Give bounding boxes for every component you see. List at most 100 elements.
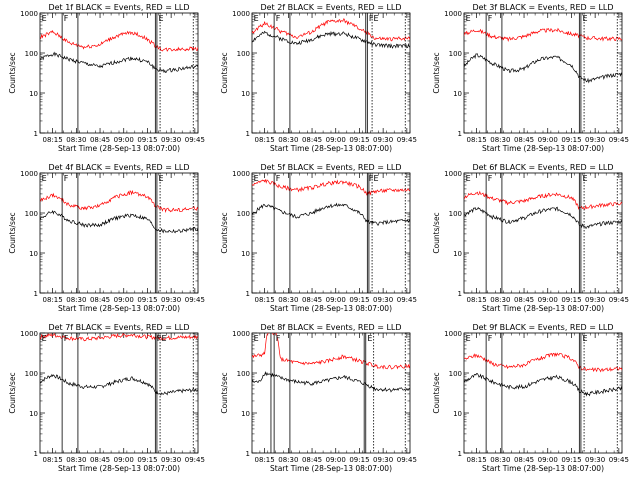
y-tick-label: 1 — [458, 130, 462, 138]
x-axis-label: Start Time (28-Sep-13 08:07:00) — [482, 144, 604, 153]
y-tick-label: 100 — [25, 50, 38, 58]
x-tick-label: 08:15 — [467, 456, 487, 464]
x-tick-label: 08:30 — [66, 136, 86, 144]
marker-label: F — [488, 334, 493, 343]
x-tick-label: 08:45 — [514, 296, 534, 304]
series-lld — [40, 29, 198, 52]
panel-title: Det 9f BLACK = Events, RED = LLD — [472, 323, 613, 332]
y-tick-label: 100 — [237, 50, 250, 58]
x-axis-label: Start Time (28-Sep-13 08:07:00) — [58, 304, 180, 313]
y-axis-label: Counts/sec — [220, 52, 229, 93]
marker-label: E — [466, 174, 471, 183]
x-tick-label: 08:45 — [90, 296, 110, 304]
x-tick-label: 09:45 — [397, 296, 417, 304]
series-events — [252, 202, 410, 226]
x-tick-label: 08:45 — [302, 136, 322, 144]
marker-label: F — [64, 14, 69, 23]
marker-label: E — [254, 174, 259, 183]
y-tick-label: 100 — [449, 50, 462, 58]
x-tick-label: 09:45 — [185, 296, 205, 304]
marker-label: E — [466, 334, 471, 343]
y-tick-label: 100 — [449, 370, 462, 378]
x-tick-label: 08:15 — [255, 456, 275, 464]
y-axis-label: Counts/sec — [432, 212, 441, 253]
panel-det-9: Det 9f BLACK = Events, RED = LLD 1 10 100 10… — [432, 323, 629, 473]
marker-label: E — [254, 14, 259, 23]
panel-det-5: Det 5f BLACK = Events, RED = LLD 1 10 100 10… — [220, 163, 417, 313]
y-tick-label: 10 — [241, 90, 250, 98]
x-tick-label: 09:45 — [397, 456, 417, 464]
marker-label: E — [583, 174, 588, 183]
x-tick-label: 08:15 — [255, 296, 275, 304]
panel-det-8: Det 8f BLACK = Events, RED = LLD 1 10 100 10… — [220, 323, 417, 473]
y-axis-label: Counts/sec — [8, 52, 17, 93]
series-lld — [252, 178, 410, 197]
y-tick-label: 1000 — [232, 330, 250, 338]
series-lld — [40, 333, 198, 342]
x-axis-label: Start Time (28-Sep-13 08:07:00) — [58, 464, 180, 473]
y-tick-label: 1 — [458, 450, 462, 458]
x-tick-label: 08:30 — [278, 456, 298, 464]
x-axis-label: Start Time (28-Sep-13 08:07:00) — [270, 464, 392, 473]
marker-label: E — [42, 174, 47, 183]
y-tick-label: 1000 — [20, 330, 38, 338]
x-tick-label: 09:15 — [137, 456, 157, 464]
marker-label: F — [488, 174, 493, 183]
x-tick-label: 09:30 — [585, 456, 605, 464]
marker-label: E — [367, 334, 372, 343]
x-tick-label: 09:00 — [538, 136, 558, 144]
y-tick-label: 10 — [241, 250, 250, 258]
x-tick-label: 09:30 — [373, 456, 393, 464]
x-tick-label: 09:45 — [185, 456, 205, 464]
series-lld — [464, 190, 622, 210]
series-lld — [464, 352, 622, 373]
x-tick-label: 09:15 — [561, 136, 581, 144]
panel-det-6: Det 6f BLACK = Events, RED = LLD 1 10 100 10… — [432, 163, 629, 313]
x-tick-label: 09:15 — [349, 136, 369, 144]
series-lld — [252, 333, 410, 370]
series-events — [464, 373, 622, 397]
x-tick-label: 08:15 — [467, 296, 487, 304]
plot-frame — [463, 332, 623, 454]
panel-title: Det 4f BLACK = Events, RED = LLD — [48, 163, 189, 172]
y-tick-label: 100 — [25, 210, 38, 218]
plot-frame — [251, 332, 411, 454]
x-tick-label: 09:45 — [609, 136, 629, 144]
marker-label: FE — [157, 334, 167, 343]
panel-title: Det 5f BLACK = Events, RED = LLD — [260, 163, 401, 172]
x-tick-label: 09:30 — [373, 296, 393, 304]
x-tick-label: 09:15 — [349, 296, 369, 304]
y-tick-label: 10 — [29, 410, 38, 418]
panel-det-2: Det 2f BLACK = Events, RED = LLD 1 10 100 10… — [220, 3, 417, 153]
series-lld — [464, 27, 622, 43]
panel-det-3: Det 3f BLACK = Events, RED = LLD 1 10 100 10… — [432, 3, 629, 153]
x-tick-label: 09:00 — [538, 296, 558, 304]
y-tick-label: 1 — [34, 130, 38, 138]
x-tick-label: 09:00 — [114, 296, 134, 304]
plot-frame — [463, 172, 623, 294]
y-tick-label: 10 — [453, 410, 462, 418]
x-tick-label: 08:15 — [43, 136, 63, 144]
plot-frame — [39, 12, 199, 134]
panel-title: Det 6f BLACK = Events, RED = LLD — [472, 163, 613, 172]
x-axis-label: Start Time (28-Sep-13 08:07:00) — [482, 464, 604, 473]
series-events — [252, 371, 410, 393]
x-axis-label: Start Time (28-Sep-13 08:07:00) — [270, 144, 392, 153]
x-tick-label: 09:00 — [326, 296, 346, 304]
y-tick-label: 10 — [453, 90, 462, 98]
marker-label: F — [488, 14, 493, 23]
marker-label: F — [276, 334, 281, 343]
marker-label: E — [159, 174, 164, 183]
panel-title: Det 2f BLACK = Events, RED = LLD — [260, 3, 401, 12]
x-tick-label: 09:15 — [137, 136, 157, 144]
marker-label: F — [64, 174, 69, 183]
y-tick-label: 1000 — [232, 10, 250, 18]
series-events — [252, 30, 410, 49]
x-tick-label: 08:15 — [43, 296, 63, 304]
marker-label: E — [466, 14, 471, 23]
x-tick-label: 09:00 — [326, 456, 346, 464]
x-tick-label: 08:30 — [278, 296, 298, 304]
panel-title: Det 8f BLACK = Events, RED = LLD — [260, 323, 401, 332]
series-lld — [252, 18, 410, 42]
